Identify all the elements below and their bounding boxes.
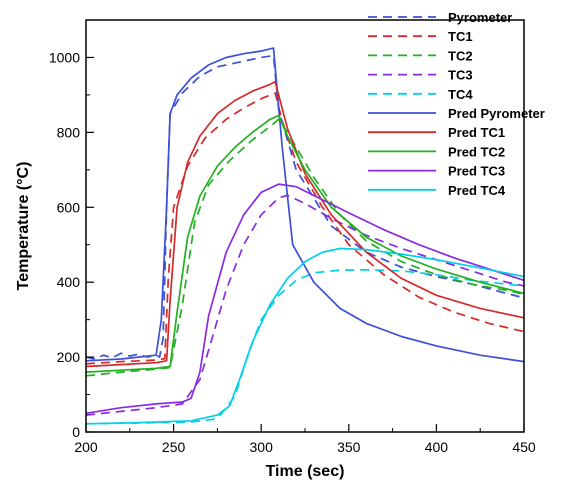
legend-label: Pred Pyrometer (448, 106, 545, 121)
y-tick-label: 0 (72, 424, 80, 440)
legend-label: Pyrometer (448, 10, 512, 25)
legend-label: Pred TC2 (448, 144, 505, 159)
legend-label: Pred TC1 (448, 125, 505, 140)
x-tick-label: 450 (512, 439, 536, 455)
x-tick-label: 300 (250, 439, 274, 455)
legend: Pyrometer TC1 TC2 TC3 TC4 Pred Pyrometer Pred … (368, 10, 545, 198)
x-tick-label: 250 (162, 439, 186, 455)
legend-label: Pred TC4 (448, 183, 506, 198)
x-tick-label: 400 (425, 439, 449, 455)
y-tick-label: 1000 (49, 49, 80, 65)
series-line (85, 247, 525, 425)
series-line (85, 92, 525, 365)
y-tick-label: 200 (57, 349, 81, 365)
y-axis-title: Temperature (°C) (15, 162, 32, 291)
legend-label: TC4 (448, 87, 473, 102)
series-line (85, 268, 525, 425)
series-line (85, 80, 525, 368)
legend-label: TC3 (448, 68, 473, 83)
series-line (85, 183, 525, 415)
legend-label: TC2 (448, 48, 473, 63)
y-tick-label: 600 (57, 199, 81, 215)
series-line (85, 194, 525, 416)
series-line (85, 47, 525, 363)
x-tick-label: 200 (74, 439, 98, 455)
legend-label: Pred TC3 (448, 164, 505, 179)
legend-label: TC1 (448, 29, 473, 44)
y-tick-label: 800 (57, 124, 81, 140)
y-tick-label: 400 (57, 274, 81, 290)
x-tick-label: 350 (337, 439, 361, 455)
plot-lines (85, 47, 525, 425)
x-axis-title: Time (sec) (266, 463, 345, 480)
